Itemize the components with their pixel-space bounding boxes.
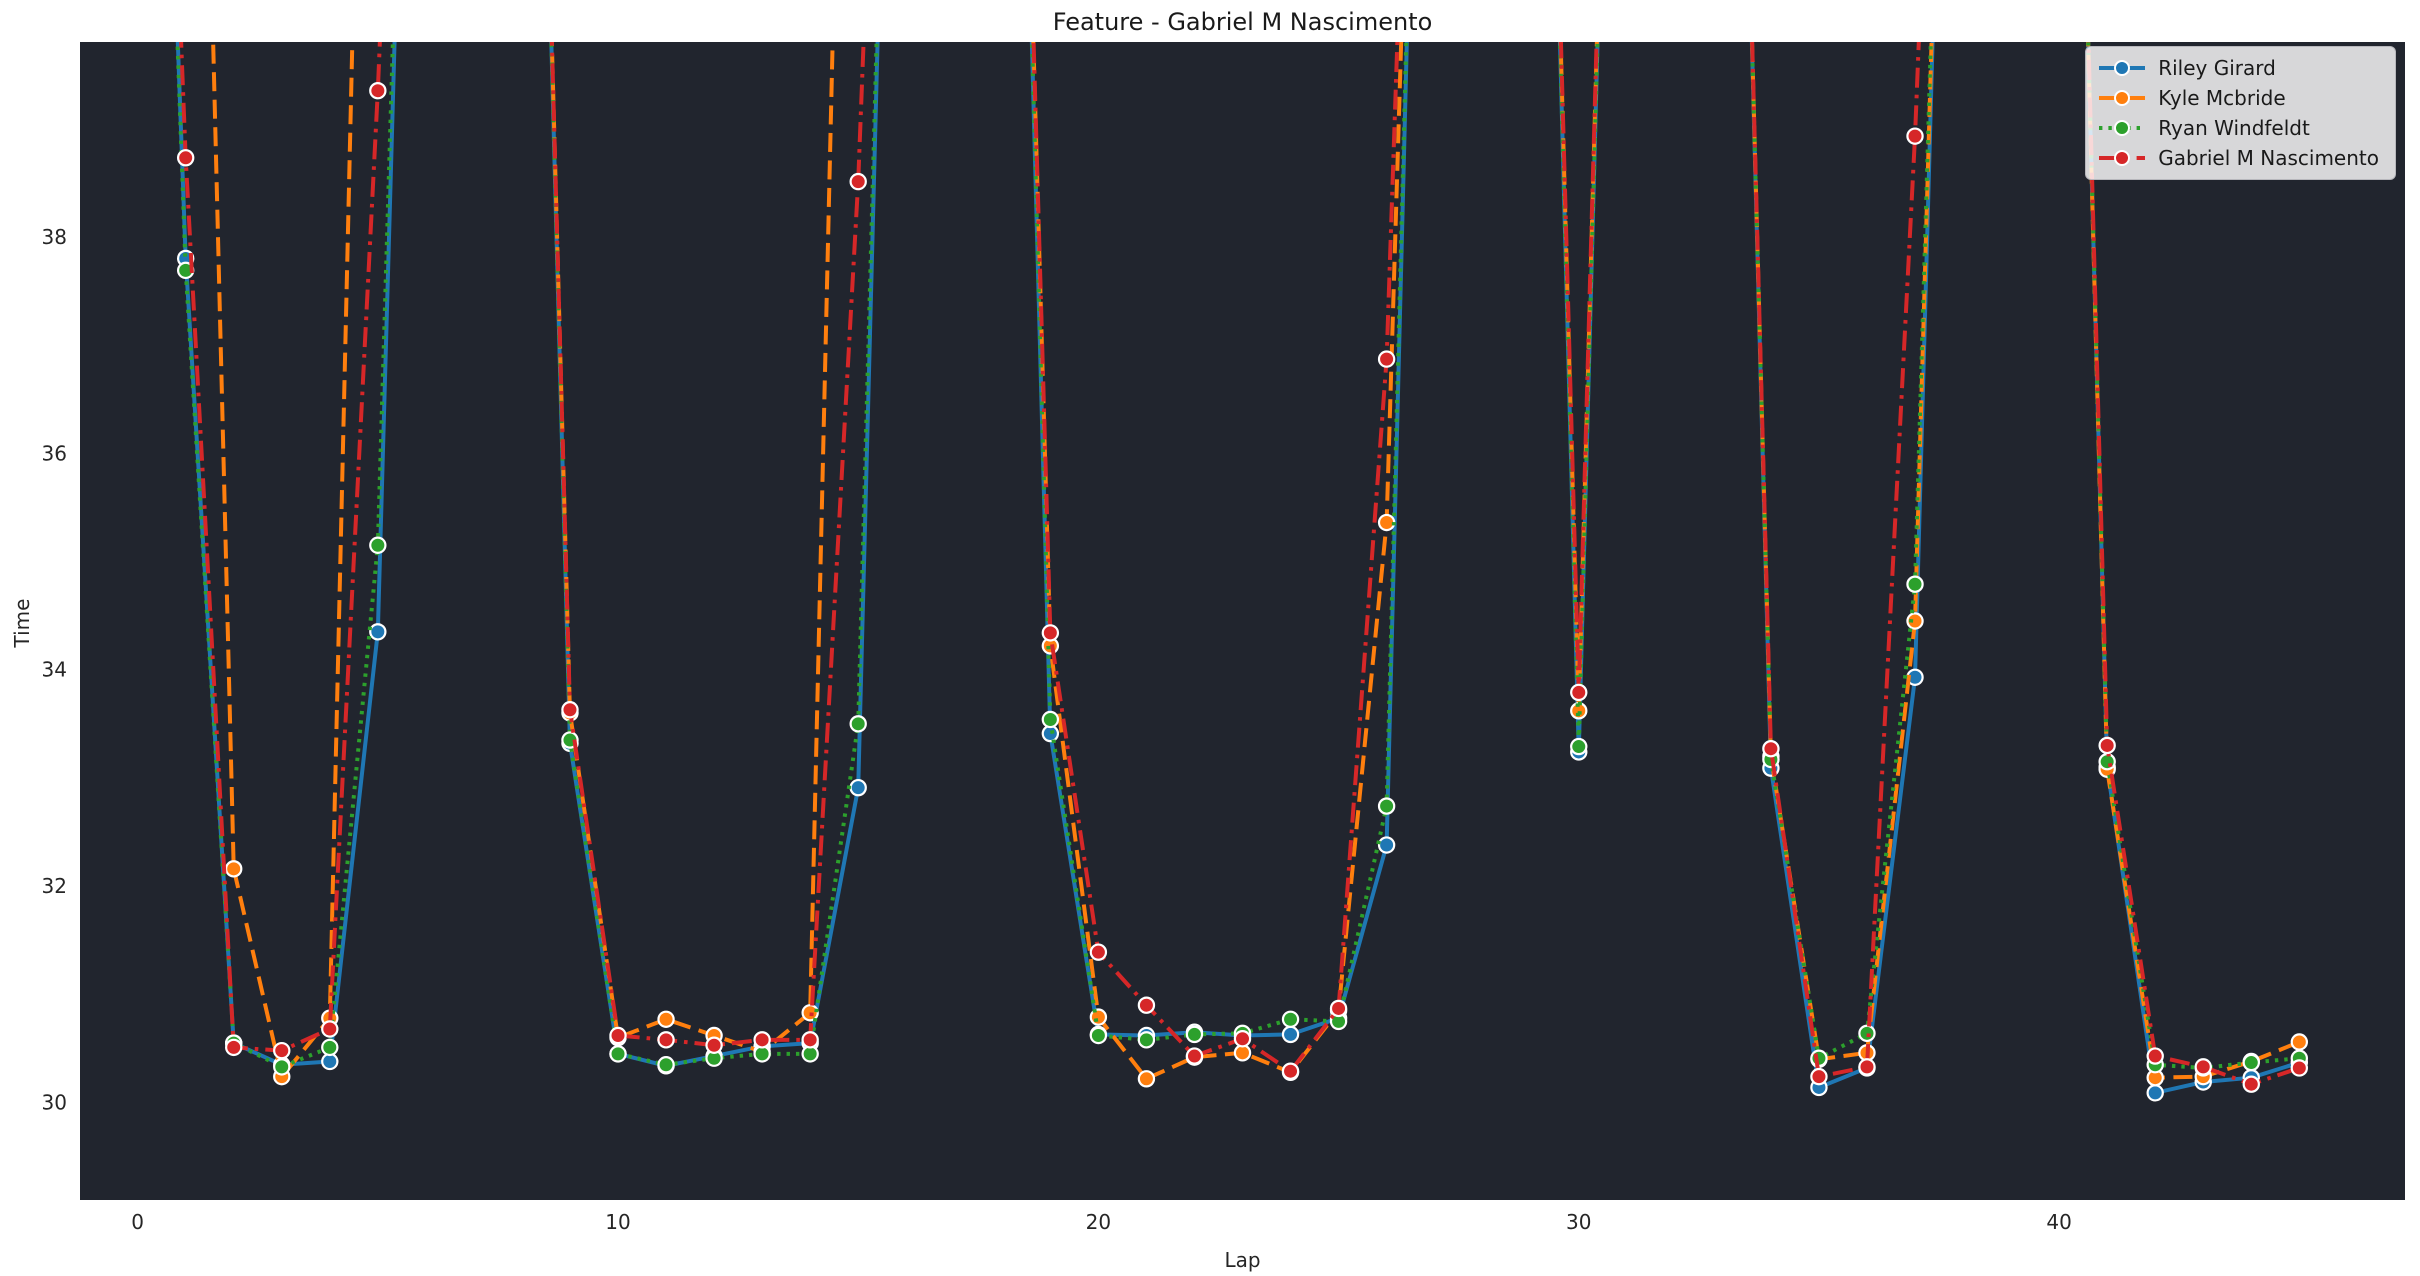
- data-point-gabriel-m-nascimento: [1570, 683, 1588, 702]
- data-point-ryan-windfeldt: [273, 1058, 291, 1076]
- data-point-ryan-windfeldt: [1185, 1025, 1204, 1044]
- data-point-gabriel-m-nascimento: [753, 1031, 771, 1049]
- data-point-gabriel-m-nascimento: [225, 1038, 243, 1057]
- data-point-riley-girard: [1377, 836, 1396, 854]
- data-point-gabriel-m-nascimento: [176, 149, 195, 167]
- data-point-ryan-windfeldt: [1089, 1026, 1108, 1045]
- data-point-gabriel-m-nascimento: [801, 1031, 819, 1049]
- data-point-gabriel-m-nascimento: [1377, 350, 1396, 368]
- data-point-ryan-windfeldt: [2242, 1053, 2260, 1072]
- legend-line-sample: [2099, 60, 2146, 76]
- y-tick-label: 32: [42, 874, 67, 898]
- data-point-riley-girard: [849, 778, 867, 797]
- data-point-ryan-windfeldt: [1137, 1031, 1156, 1049]
- data-point-gabriel-m-nascimento: [1137, 996, 1156, 1014]
- data-point-gabriel-m-nascimento: [2098, 736, 2116, 755]
- data-point-gabriel-m-nascimento: [1329, 999, 1348, 1018]
- y-tick-label: 36: [42, 441, 67, 465]
- y-tick-label: 30: [42, 1091, 67, 1115]
- data-point-riley-girard: [1041, 724, 1060, 743]
- series-line-gabriel-m-nascimento: [179, 42, 2300, 1087]
- data-point-gabriel-m-nascimento: [561, 701, 579, 719]
- x-tick-label: 0: [131, 1210, 144, 1234]
- data-point-gabriel-m-nascimento: [1906, 127, 1924, 145]
- legend-label: Kyle Mcbride: [2158, 86, 2286, 110]
- data-point-ryan-windfeldt: [321, 1038, 339, 1057]
- legend-label: Riley Girard: [2158, 56, 2276, 80]
- data-point-kyle-mcbride: [2290, 1033, 2309, 1051]
- legend-entry: Ryan Windfeldt: [2098, 115, 2379, 141]
- data-point-ryan-windfeldt: [609, 1045, 627, 1063]
- data-point-gabriel-m-nascimento: [1858, 1058, 1876, 1076]
- data-point-gabriel-m-nascimento: [849, 172, 867, 191]
- data-point-riley-girard: [2146, 1084, 2164, 1102]
- data-point-ryan-windfeldt: [1858, 1024, 1876, 1043]
- data-point-ryan-windfeldt: [801, 1045, 819, 1063]
- x-tick-label: 40: [2046, 1210, 2071, 1234]
- data-point-ryan-windfeldt: [1570, 737, 1588, 756]
- data-point-gabriel-m-nascimento: [1089, 943, 1108, 961]
- legend-label: Gabriel M Nascimento: [2158, 146, 2379, 170]
- data-point-ryan-windfeldt: [1906, 575, 1924, 593]
- data-point-kyle-mcbride: [657, 1010, 675, 1028]
- data-point-kyle-mcbride: [1233, 1044, 1252, 1062]
- y-tick-label: 38: [42, 225, 67, 249]
- legend-line-sample: [2099, 150, 2146, 166]
- data-point-gabriel-m-nascimento: [2290, 1059, 2309, 1077]
- data-point-gabriel-m-nascimento: [1762, 740, 1780, 758]
- legend-label: Ryan Windfeldt: [2158, 116, 2310, 140]
- x-axis-label: Lap: [1224, 1248, 1261, 1272]
- data-point-gabriel-m-nascimento: [1185, 1047, 1204, 1065]
- data-point-riley-girard: [321, 1052, 339, 1071]
- data-point-riley-girard: [369, 623, 387, 641]
- series-line-riley-girard: [175, 42, 2300, 1096]
- data-point-ryan-windfeldt: [657, 1056, 675, 1074]
- legend-line-sample: [2099, 90, 2146, 106]
- data-point-gabriel-m-nascimento: [1281, 1062, 1300, 1080]
- x-tick-label: 10: [605, 1210, 630, 1234]
- data-point-gabriel-m-nascimento: [2146, 1047, 2164, 1065]
- data-point-ryan-windfeldt: [753, 1045, 771, 1063]
- data-point-gabriel-m-nascimento: [609, 1026, 627, 1045]
- data-point-gabriel-m-nascimento: [1810, 1067, 1828, 1086]
- data-point-gabriel-m-nascimento: [705, 1036, 723, 1054]
- data-point-gabriel-m-nascimento: [1233, 1030, 1252, 1048]
- data-point-gabriel-m-nascimento: [369, 82, 387, 100]
- data-point-gabriel-m-nascimento: [321, 1020, 339, 1038]
- data-point-ryan-windfeldt: [369, 536, 387, 554]
- data-point-ryan-windfeldt: [1377, 797, 1396, 815]
- x-tick-label: 20: [1086, 1210, 1111, 1234]
- data-point-gabriel-m-nascimento: [657, 1031, 675, 1049]
- legend-entry: Gabriel M Nascimento: [2098, 145, 2379, 171]
- legend-line-sample: [2099, 120, 2146, 136]
- legend-entry: Kyle Mcbride: [2098, 85, 2379, 111]
- data-point-ryan-windfeldt: [1281, 1010, 1300, 1028]
- data-point-gabriel-m-nascimento: [1041, 624, 1060, 642]
- data-point-gabriel-m-nascimento: [2242, 1075, 2260, 1093]
- plot-background: [80, 42, 2405, 1200]
- data-point-gabriel-m-nascimento: [2194, 1058, 2212, 1076]
- data-point-riley-girard: [1281, 1025, 1300, 1044]
- chart-title: Feature - Gabriel M Nascimento: [1052, 8, 1433, 36]
- data-point-kyle-mcbride: [1137, 1070, 1156, 1088]
- data-point-ryan-windfeldt: [1041, 710, 1060, 729]
- y-axis-label: Time: [10, 598, 34, 648]
- x-tick-label: 30: [1566, 1210, 1591, 1234]
- data-point-gabriel-m-nascimento: [273, 1041, 291, 1060]
- legend: Riley Girard Kyle Mcbride Ryan Windfeldt Ga…: [2085, 46, 2396, 180]
- legend-entry: Riley Girard: [2098, 55, 2379, 81]
- data-point-ryan-windfeldt: [849, 715, 867, 733]
- y-tick-label: 34: [42, 658, 67, 682]
- data-point-kyle-mcbride: [225, 860, 243, 878]
- data-point-kyle-mcbride: [1906, 612, 1924, 630]
